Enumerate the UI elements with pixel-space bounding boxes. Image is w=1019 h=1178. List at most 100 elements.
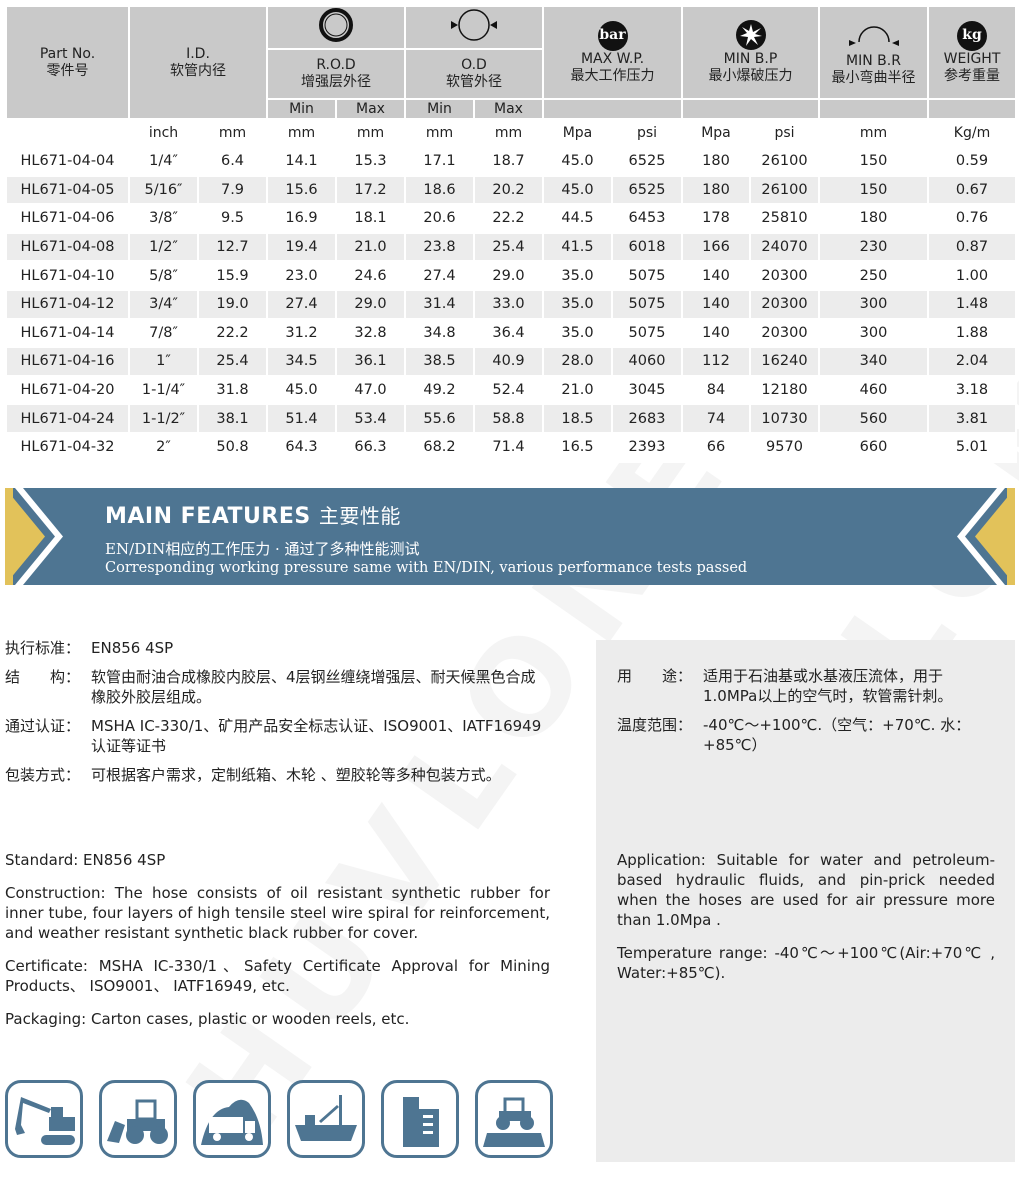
- cell-od-min: 18.6: [404, 174, 475, 206]
- cell-id-mm: 6.4: [197, 146, 268, 177]
- cell-br-mm: 560: [818, 403, 929, 434]
- bar-badge-icon: bar: [597, 20, 628, 51]
- mining-truck-icon: [193, 1080, 271, 1158]
- unit-br-mm: mm: [818, 118, 929, 148]
- cell-wp-mpa: 45.0: [542, 146, 613, 177]
- cell-rod-min: 45.0: [266, 374, 337, 406]
- cell-bp-psi: 9570: [749, 431, 820, 463]
- unit-row: inch mm mm mm mm mm Mpa psi Mpa psi mm Kg/m: [5, 118, 1017, 148]
- cell-od-max: 58.8: [473, 403, 544, 434]
- cell-id-mm: 15.9: [197, 260, 268, 291]
- cell-rod-min: 16.9: [266, 203, 337, 234]
- cell-br-mm: 230: [818, 231, 929, 263]
- cell-bp-psi: 26100: [749, 146, 820, 177]
- table-row: HL671-04-05 5/16″ 7.9 15.6 17.2 18.6 20.2 45.0 6…: [5, 174, 1017, 206]
- cell-id-inch: 3/8″: [128, 203, 199, 234]
- header-rod-max: Max: [335, 98, 406, 120]
- cell-part-no: HL671-04-12: [5, 288, 130, 320]
- table-row: HL671-04-14 7/8″ 22.2 31.2 32.8 34.8 36.4 35.0 5…: [5, 317, 1017, 349]
- feature-item: 通过认证： MSHA IC-330/1、矿用产品安全标志认证、ISO9001、IA…: [5, 716, 550, 756]
- feature-label: 温度范围：: [617, 716, 693, 734]
- unit-od-min: mm: [404, 118, 475, 148]
- cell-part-no: HL671-04-20: [5, 374, 130, 406]
- unit-rod-max: mm: [335, 118, 406, 148]
- tractor-agriculture-icon: [475, 1080, 553, 1158]
- cell-od-min: 68.2: [404, 431, 475, 463]
- cell-weight: 0.59: [927, 146, 1017, 177]
- cell-bp-mpa: 140: [681, 288, 751, 320]
- unit-bp-mpa: Mpa: [681, 118, 751, 148]
- table-row: HL671-04-12 3/4″ 19.0 27.4 29.0 31.4 33.0 35.0 5…: [5, 288, 1017, 320]
- spec-table: Part No. 零件号 I.D. 软管内径 bar MAX W.P. 最大工作压力 M…: [5, 5, 1017, 463]
- cell-id-mm: 9.5: [197, 203, 268, 234]
- cell-wp-psi: 5075: [611, 260, 683, 291]
- unit-bp-psi: psi: [749, 118, 820, 148]
- cell-od-max: 22.2: [473, 203, 544, 234]
- cell-rod-max: 53.4: [335, 403, 406, 434]
- excavator-icon: [5, 1080, 83, 1158]
- cell-bp-mpa: 84: [681, 374, 751, 406]
- cell-bp-psi: 10730: [749, 403, 820, 434]
- cell-wp-psi: 5075: [611, 288, 683, 320]
- cell-part-no: HL671-04-16: [5, 346, 130, 377]
- feature-paragraph: Standard: EN856 4SP: [5, 851, 166, 869]
- cell-bp-mpa: 178: [681, 203, 751, 234]
- cell-rod-min: 14.1: [266, 146, 337, 177]
- bend-radius-icon: [848, 26, 899, 46]
- table-row: HL671-04-16 1″ 25.4 34.5 36.1 38.5 40.9 28.0 406…: [5, 346, 1017, 377]
- cell-od-max: 25.4: [473, 231, 544, 263]
- cell-bp-psi: 20300: [749, 288, 820, 320]
- header-rod: R.O.D 增强层外径: [266, 48, 406, 100]
- header-min-br: MIN B.R 最小弯曲半径: [818, 5, 929, 100]
- cell-weight: 5.01: [927, 431, 1017, 463]
- unit-wp-mpa: Mpa: [542, 118, 613, 148]
- cell-rod-max: 24.6: [335, 260, 406, 291]
- main-features-banner: MAIN FEATURES 主要性能 EN/DIN相应的工作压力 · 通过了多种…: [5, 488, 1015, 585]
- cell-od-max: 33.0: [473, 288, 544, 320]
- cell-od-min: 23.8: [404, 231, 475, 263]
- feature-label: 通过认证：: [5, 717, 81, 735]
- cell-wp-mpa: 21.0: [542, 374, 613, 406]
- cell-br-mm: 180: [818, 203, 929, 234]
- feature-paragraph: Certificate: MSHA IC-330/1、Safety Certif…: [5, 957, 550, 995]
- header-min-bp: MIN B.P 最小爆破压力: [681, 5, 820, 100]
- od-icon: [404, 5, 544, 50]
- feature-item: 用 途： 适用于石油基或水基液压流体，用于1.0MPa以上的空气时，软管需针刺。: [617, 666, 995, 706]
- kg-badge-icon: kg: [957, 20, 987, 51]
- cell-wp-psi: 6018: [611, 231, 683, 263]
- cell-wp-mpa: 18.5: [542, 403, 613, 434]
- application-icons: [5, 1080, 553, 1158]
- feature-label: 包装方式：: [5, 766, 81, 784]
- cell-bp-mpa: 180: [681, 174, 751, 206]
- cell-rod-max: 29.0: [335, 288, 406, 320]
- banner-title: MAIN FEATURES 主要性能: [105, 504, 401, 529]
- banner-subtitle-cn: EN/DIN相应的工作压力 · 通过了多种性能测试: [105, 540, 420, 558]
- table-row: HL671-04-24 1-1/2″ 38.1 51.4 53.4 55.6 58.8 18.…: [5, 403, 1017, 434]
- cell-wp-mpa: 16.5: [542, 431, 613, 463]
- features-cn-left: 执行标准： EN856 4SP 结 构： 软管由耐油合成橡胶内胶层、4层钢丝缠绕增强层…: [5, 638, 550, 794]
- cell-rod-min: 64.3: [266, 431, 337, 463]
- cell-od-min: 49.2: [404, 374, 475, 406]
- cell-id-mm: 22.2: [197, 317, 268, 349]
- table-row: HL671-04-10 5/8″ 15.9 23.0 24.6 27.4 29.0 35.0 5…: [5, 260, 1017, 291]
- cell-id-inch: 1/2″: [128, 231, 199, 263]
- cell-rod-min: 15.6: [266, 174, 337, 206]
- cell-rod-max: 15.3: [335, 146, 406, 177]
- cell-rod-min: 34.5: [266, 346, 337, 377]
- cell-br-mm: 250: [818, 260, 929, 291]
- cell-rod-max: 17.2: [335, 174, 406, 206]
- cell-part-no: HL671-04-06: [5, 203, 130, 234]
- cell-id-inch: 1-1/4″: [128, 374, 199, 406]
- unit-wp-psi: psi: [611, 118, 683, 148]
- cell-wp-mpa: 35.0: [542, 288, 613, 320]
- feature-paragraph: Construction: The hose consists of oil r…: [5, 884, 550, 942]
- banner-subtitle-en: Corresponding working pressure same with…: [105, 560, 748, 576]
- cell-weight: 1.00: [927, 260, 1017, 291]
- cell-id-inch: 3/4″: [128, 288, 199, 320]
- feature-paragraph: Packaging: Carton cases, plastic or wood…: [5, 1010, 410, 1028]
- cell-wp-mpa: 45.0: [542, 174, 613, 206]
- table-row: HL671-04-32 2″ 50.8 64.3 66.3 68.2 71.4 16.5 239…: [5, 431, 1017, 463]
- cell-id-mm: 7.9: [197, 174, 268, 206]
- cell-od-min: 20.6: [404, 203, 475, 234]
- cell-od-min: 27.4: [404, 260, 475, 291]
